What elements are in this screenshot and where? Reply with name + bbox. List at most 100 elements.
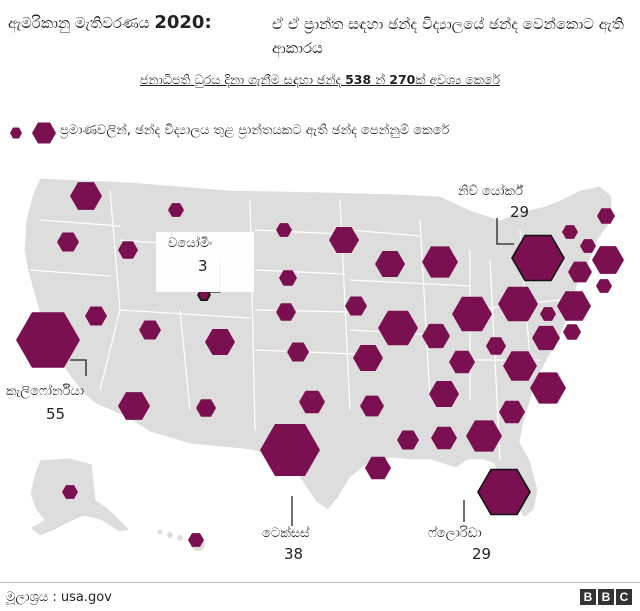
state-hexagon bbox=[276, 223, 292, 237]
title-year: 2020: bbox=[154, 12, 212, 33]
callout-california: කැලිෆෝර්නියා 55 bbox=[6, 384, 84, 423]
state-hexagon bbox=[422, 246, 458, 278]
state-hexagon bbox=[168, 203, 184, 217]
title-block: ඇමරිකානු මැතිවරණය 2020: ඒ ඒ ප්‍රාන්ත සඳහ… bbox=[8, 12, 632, 64]
florida-votes: 29 bbox=[472, 545, 492, 563]
state-hexagons bbox=[16, 182, 624, 547]
state-hexagon bbox=[139, 320, 161, 340]
state-hexagon bbox=[580, 239, 596, 253]
legend-small-hex-icon bbox=[10, 127, 22, 139]
state-hexagon bbox=[449, 350, 475, 374]
callout-wyoming: වයෝමිං 3 bbox=[168, 236, 212, 275]
state-hexagon bbox=[279, 270, 297, 286]
state-hexagon bbox=[118, 241, 138, 259]
state-hexagon bbox=[503, 351, 537, 381]
hawaii-island-2 bbox=[167, 532, 173, 538]
state-hexagon bbox=[62, 485, 78, 499]
state-hexagon bbox=[557, 291, 591, 321]
callout-texas: ටෙක්සස් 38 bbox=[262, 526, 309, 563]
state-hexagon bbox=[118, 392, 150, 420]
hawaii-island-3 bbox=[177, 535, 183, 541]
subtitle-before: ජනාධිපති ධුරය දිනා ගැනීම සඳහා ඡන්ද bbox=[139, 72, 346, 87]
california-label: කැලිෆෝර්නියා bbox=[6, 384, 85, 399]
state-hexagon bbox=[276, 303, 296, 321]
state-hexagon bbox=[477, 468, 531, 516]
bbc-logo-b1: B bbox=[580, 589, 596, 605]
state-hexagon bbox=[397, 430, 419, 450]
state-shapes bbox=[23, 177, 613, 519]
new-york-label: නිව් යෝර්ක් bbox=[458, 184, 523, 199]
title-main: ඒ ඒ ප්‍රාන්ත සඳහා ඡන්ද විද්‍යාලයේ ඡන්ද ව… bbox=[272, 15, 624, 57]
footer: මූලාශ්‍රය : usa.gov B B C bbox=[0, 582, 640, 611]
legend-text: ප්‍රමාණවලින්, ඡන්ද විද්‍යාලය තුළ ප්‍රාන්… bbox=[60, 123, 450, 138]
state-hexagon bbox=[597, 208, 615, 224]
state-hexagon bbox=[205, 329, 235, 355]
alaska-shape bbox=[29, 457, 132, 537]
state-hexagon bbox=[360, 395, 384, 417]
wyoming-label: වයෝමිං bbox=[168, 236, 213, 251]
callout-lines bbox=[70, 218, 514, 526]
state-hexagon bbox=[299, 390, 325, 414]
wyoming-votes: 3 bbox=[198, 257, 208, 275]
state-hexagon bbox=[422, 323, 450, 349]
florida-label: ෆ්ලොරිඩා bbox=[428, 526, 482, 541]
us-map bbox=[16, 177, 624, 551]
bbc-logo-c: C bbox=[616, 589, 632, 605]
title-prefix: ඇමරිකානු මැතිවරණය 2020: bbox=[8, 12, 212, 33]
state-hexagon bbox=[540, 307, 556, 321]
state-hexagon bbox=[378, 310, 418, 346]
hawaii-island-1 bbox=[157, 529, 163, 535]
state-hexagon bbox=[431, 426, 457, 450]
state-hexagon bbox=[592, 246, 624, 274]
state-hexagon bbox=[85, 306, 107, 326]
state-hexagon bbox=[596, 279, 612, 293]
state-hexagon bbox=[188, 533, 204, 547]
state-hexagon bbox=[532, 325, 560, 351]
state-hexagon bbox=[498, 286, 538, 322]
bbc-logo: B B C bbox=[580, 589, 632, 605]
state-hexagon bbox=[16, 312, 80, 368]
subtitle-total: 538 bbox=[345, 72, 372, 87]
bbc-logo-b2: B bbox=[598, 589, 614, 605]
state-hexagon bbox=[70, 182, 102, 210]
california-leader bbox=[70, 359, 87, 376]
legend: ප්‍රමාණවලින්, ඡන්ද විද්‍යාලය තුළ ප්‍රාන්… bbox=[8, 118, 628, 148]
texas-votes: 38 bbox=[284, 545, 304, 563]
texas-label: ටෙක්සස් bbox=[262, 526, 310, 541]
new-york-leader bbox=[496, 218, 514, 245]
state-hexagon bbox=[486, 337, 506, 355]
legend-large-hex-icon bbox=[32, 122, 56, 144]
state-hexagon bbox=[466, 420, 502, 452]
state-hexagon bbox=[353, 345, 383, 371]
alaska bbox=[29, 457, 132, 537]
wyoming-label-box bbox=[156, 232, 254, 292]
state-hexagon bbox=[499, 400, 525, 424]
border-plains bbox=[254, 199, 356, 411]
state-hexagon bbox=[329, 227, 359, 253]
state-hexagon bbox=[568, 261, 592, 283]
state-hexagon bbox=[511, 234, 565, 282]
state-hexagon bbox=[562, 225, 578, 239]
callout-new-york: නිව් යෝර්ක් 29 bbox=[458, 184, 529, 221]
legend-hexagons bbox=[10, 122, 56, 144]
state-hexagon bbox=[365, 456, 391, 480]
subtitle: ජනාධිපති ධුරය දිනා ගැනීම සඳහා ඡන්ද 538 න… bbox=[0, 72, 640, 88]
subtitle-mid: න් bbox=[371, 72, 390, 87]
state-hexagon bbox=[345, 296, 367, 316]
state-hexagon bbox=[563, 324, 581, 340]
subtitle-needed: 270 bbox=[389, 72, 416, 87]
california-votes: 55 bbox=[46, 405, 66, 423]
state-hexagon bbox=[287, 342, 309, 362]
new-york-votes: 29 bbox=[510, 203, 530, 221]
state-hexagon bbox=[57, 232, 79, 252]
state-hexagon bbox=[375, 251, 405, 277]
title-prefix-text: ඇමරිකානු මැතිවරණය bbox=[8, 14, 150, 32]
state-hexagon bbox=[429, 381, 459, 407]
subtitle-after: ක් අවශ්‍ය කෙරේ bbox=[415, 72, 501, 87]
state-hexagon bbox=[452, 296, 492, 332]
callout-florida: ෆ්ලොරිඩා 29 bbox=[428, 526, 491, 563]
state-hexagon bbox=[196, 399, 216, 417]
source-text: මූලාශ්‍රය : usa.gov bbox=[6, 590, 112, 605]
contiguous-us-shape bbox=[23, 177, 613, 519]
state-hexagon bbox=[530, 372, 566, 404]
